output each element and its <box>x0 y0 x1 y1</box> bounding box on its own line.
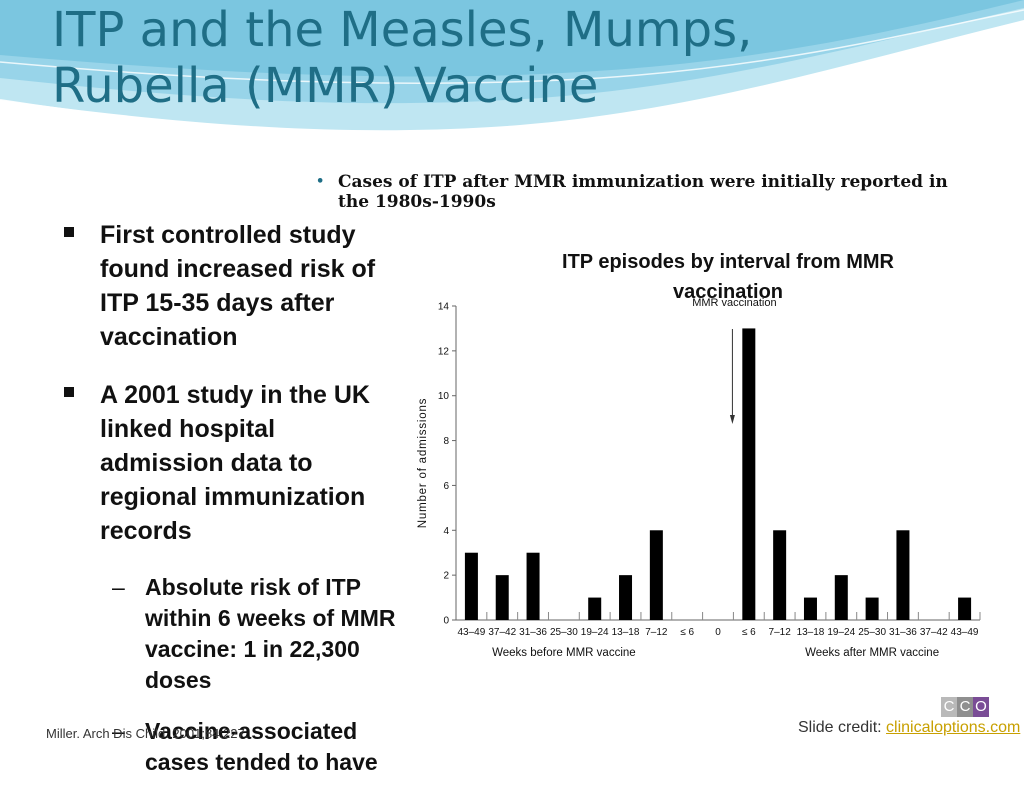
bar <box>834 575 848 620</box>
x-tick-label: 37–42 <box>920 627 948 638</box>
x-tick-label: 25–30 <box>550 627 578 638</box>
annotation-arrowhead-icon <box>729 415 735 424</box>
dash-bullet-icon: – <box>112 574 125 600</box>
slide-title: ITP and the Measles, Mumps, Rubella (MMR… <box>52 2 952 114</box>
bar <box>742 328 756 620</box>
x-tick-label: 13–18 <box>797 627 825 638</box>
bar <box>588 597 602 620</box>
x-tick-label: 43–49 <box>458 627 486 638</box>
sub-bullet-item: – Absolute risk of ITP within 6 weeks of… <box>62 572 402 696</box>
bullet-item: A 2001 study in the UK linked hospital a… <box>62 378 402 548</box>
bullet-list: First controlled study found increased r… <box>62 218 402 798</box>
x-tick-label: 37–42 <box>488 627 516 638</box>
bar <box>526 552 540 620</box>
logo-letter-o: O <box>973 697 989 717</box>
top-bullet: • Cases of ITP after MMR immunization we… <box>316 172 956 212</box>
bar <box>619 575 633 620</box>
group-label-before: Weeks before MMR vaccine <box>492 647 636 659</box>
bar <box>649 530 663 620</box>
slide-credit: Slide credit: clinicaloptions.com <box>798 719 1020 737</box>
y-tick-label: 8 <box>443 436 449 447</box>
x-tick-label: 0 <box>715 627 721 638</box>
citation: Miller. Arch Dis Child. 2001;84:227. <box>46 726 249 741</box>
y-tick-label: 2 <box>443 571 449 582</box>
annotation-label: MMR vaccination <box>692 297 776 309</box>
x-tick-label: 31–36 <box>519 627 547 638</box>
logo-letter-c: C <box>941 697 957 717</box>
bullet-dot-icon: • <box>316 174 325 189</box>
logo-letter-c: C <box>957 697 973 717</box>
bullet-text: A 2001 study in the UK linked hospital a… <box>100 381 370 545</box>
x-tick-label: 31–36 <box>889 627 917 638</box>
x-tick-label: 7–12 <box>645 627 668 638</box>
bullet-text: First controlled study found increased r… <box>100 221 376 351</box>
dash-bullet-icon: – <box>112 718 125 744</box>
x-tick-label: 25–30 <box>858 627 886 638</box>
y-axis-label: Number of admissions <box>417 398 429 528</box>
credit-label: Slide credit: <box>798 719 882 736</box>
bullet-item: First controlled study found increased r… <box>62 218 402 354</box>
sub-bullet-text: Absolute risk of ITP within 6 weeks of M… <box>145 574 396 693</box>
title-line-1: ITP and the Measles, Mumps, <box>52 2 753 58</box>
bar <box>958 597 972 620</box>
y-tick-label: 14 <box>438 302 450 313</box>
x-tick-label: 7–12 <box>769 627 792 638</box>
chart-title: ITP episodes by interval from MMR vaccin… <box>562 251 894 303</box>
y-tick-label: 10 <box>438 391 450 402</box>
bar <box>896 530 910 620</box>
x-tick-label: 43–49 <box>951 627 979 638</box>
x-tick-label: 19–24 <box>827 627 855 638</box>
cco-logo: C C O <box>941 697 989 717</box>
title-line-2: Rubella (MMR) Vaccine <box>52 58 599 114</box>
y-tick-label: 6 <box>443 481 449 492</box>
group-label-after: Weeks after MMR vaccine <box>805 647 939 659</box>
bar <box>803 597 817 620</box>
x-tick-label: 13–18 <box>612 627 640 638</box>
background-waves <box>0 0 1024 135</box>
square-bullet-icon <box>64 387 74 397</box>
x-tick-label: ≤ 6 <box>680 627 694 638</box>
top-bullet-text: Cases of ITP after MMR immunization were… <box>338 172 948 212</box>
credit-link[interactable]: clinicaloptions.com <box>886 719 1021 736</box>
y-tick-label: 0 <box>443 616 449 627</box>
x-tick-label: ≤ 6 <box>742 627 756 638</box>
bar <box>495 575 509 620</box>
bar <box>464 552 478 620</box>
bar <box>773 530 787 620</box>
y-tick-label: 12 <box>438 346 450 357</box>
bar <box>865 597 879 620</box>
y-tick-label: 4 <box>443 526 449 537</box>
x-tick-label: 19–24 <box>581 627 609 638</box>
square-bullet-icon <box>64 227 74 237</box>
